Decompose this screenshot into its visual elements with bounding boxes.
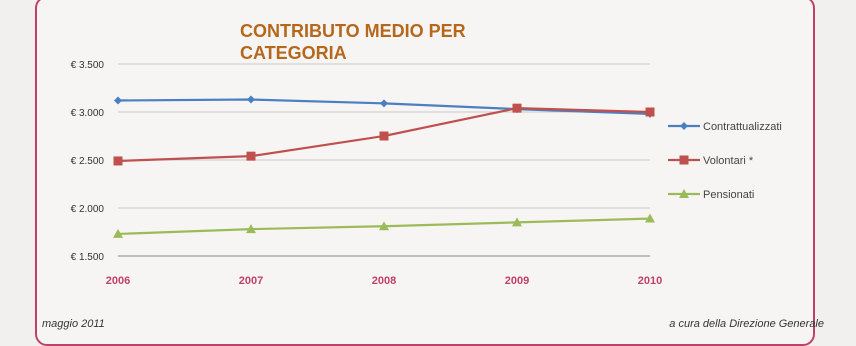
data-point (512, 103, 522, 113)
series-lines (113, 95, 655, 238)
y-tick-label: € 1.500 (71, 252, 105, 263)
data-point (679, 155, 689, 165)
legend-label: Volontari * (703, 155, 754, 167)
y-tick-label: € 3.000 (71, 108, 105, 119)
y-tick-label: € 3.500 (71, 60, 105, 71)
data-point (379, 131, 389, 141)
x-axis-ticks: 2006 2007 2008 2009 2010 (106, 275, 662, 287)
data-point (113, 156, 123, 166)
data-point (680, 122, 688, 130)
y-axis-ticks: € 1.500 € 2.000 € 2.500 € 3.000 € 3.500 (71, 60, 105, 263)
y-tick-label: € 2.500 (71, 156, 105, 167)
x-tick-label: 2008 (372, 275, 396, 287)
legend: Contrattualizzati Volontari * Pensionati (668, 121, 782, 201)
data-point (113, 228, 123, 238)
data-point (246, 224, 256, 234)
footer-date: maggio 2011 (42, 318, 105, 330)
data-point (512, 217, 522, 227)
legend-label: Pensionati (703, 189, 754, 201)
y-tick-label: € 2.000 (71, 204, 105, 215)
x-tick-label: 2007 (239, 275, 263, 287)
data-point (247, 95, 255, 104)
footer-credit: a cura della Direzione Generale (669, 318, 824, 330)
data-point (380, 99, 388, 108)
x-tick-label: 2010 (638, 275, 662, 287)
data-point (379, 221, 389, 231)
data-point (645, 107, 655, 117)
chart-title: CONTRIBUTO MEDIO PER CATEGORIA (240, 21, 466, 63)
data-point (246, 151, 256, 161)
gridlines (118, 63, 650, 257)
x-tick-label: 2006 (106, 275, 130, 287)
x-tick-label: 2009 (505, 275, 529, 287)
slide-frame (35, 0, 815, 346)
data-point (645, 213, 655, 223)
data-point (114, 96, 122, 105)
legend-label: Contrattualizzati (703, 121, 782, 133)
data-point (679, 189, 689, 198)
